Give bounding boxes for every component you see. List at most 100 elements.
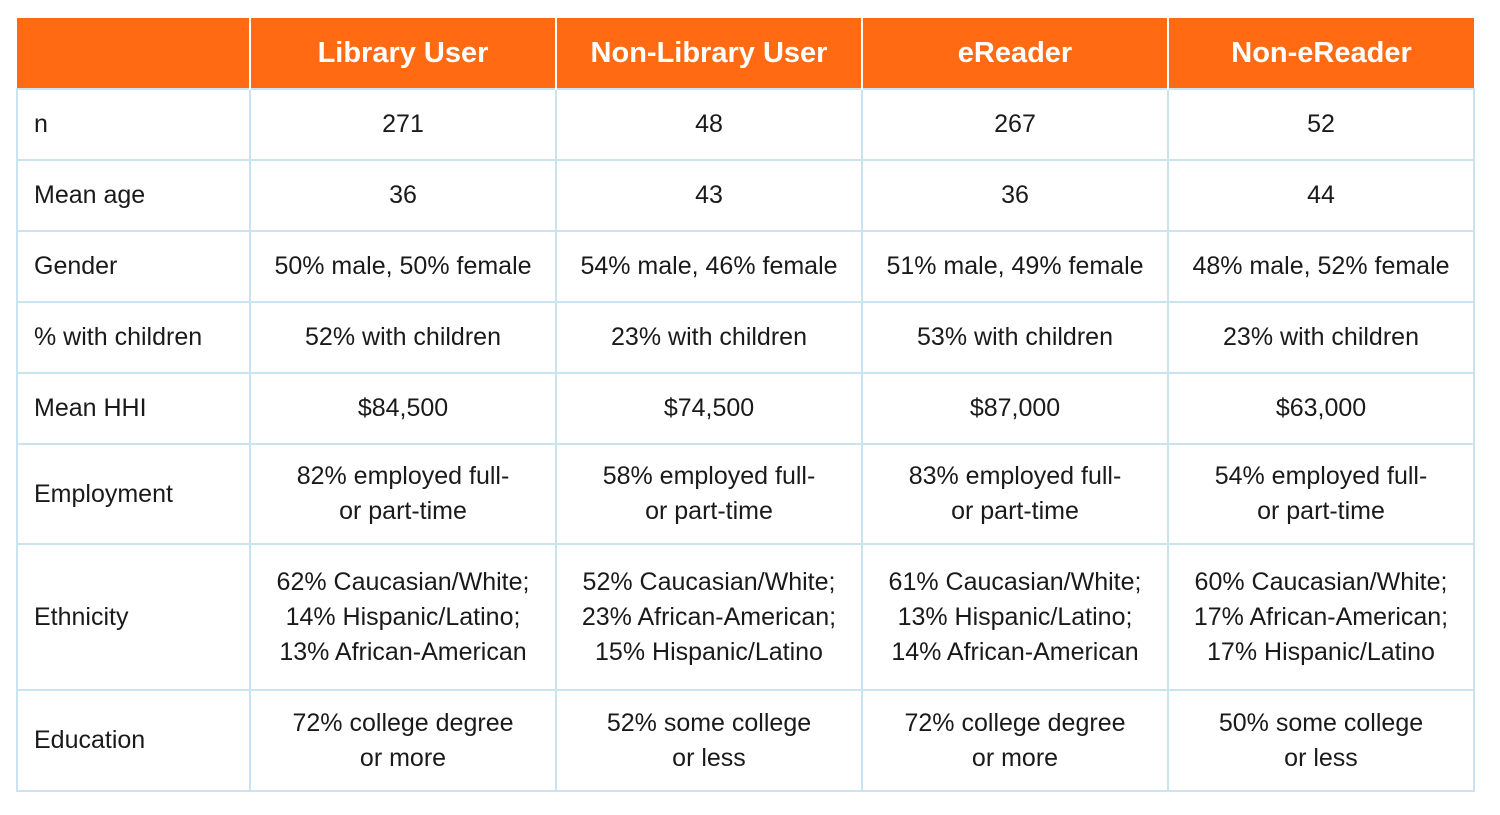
table-cell: 53% with children (861, 301, 1169, 374)
table-cell: 82% employed full- or part-time (249, 443, 557, 545)
row-label: Ethnicity (16, 543, 251, 691)
table-cell: 58% employed full- or part-time (555, 443, 863, 545)
table-cell: 61% Caucasian/White; 13% Hispanic/Latino… (861, 543, 1169, 691)
cell-line: 36 (389, 181, 417, 209)
table-cell: 52% some college or less (555, 689, 863, 792)
table-cell: 48 (555, 88, 863, 161)
cell-line: $74,500 (663, 394, 755, 422)
header-row: Library User Non-Library User eReader No… (17, 18, 1474, 89)
table-row-mean-age: Mean age 36 43 36 44 (16, 159, 1475, 232)
table-cell: $63,000 (1167, 372, 1475, 445)
table-cell: 36 (861, 159, 1169, 232)
cell-line: or more (971, 743, 1059, 772)
header-ereader: eReader (861, 18, 1169, 89)
cell-line: 14% African-American (891, 637, 1139, 666)
table-cell: 44 (1167, 159, 1475, 232)
cell-line: 52% Caucasian/White; (582, 567, 836, 596)
header-library-user: Library User (249, 18, 557, 89)
table-row-employment: Employment 82% employed full- or part-ti… (16, 443, 1475, 545)
table-cell: $74,500 (555, 372, 863, 445)
table-cell: 72% college degree or more (861, 689, 1169, 792)
cell-line: 13% African-American (279, 637, 527, 666)
table-row-with-children: % with children 52% with children 23% wi… (16, 301, 1475, 374)
cell-line: 72% college degree (292, 708, 514, 737)
cell-line: 51% male, 49% female (886, 252, 1144, 280)
cell-line: 60% Caucasian/White; (1194, 567, 1448, 596)
cell-line: $87,000 (969, 394, 1061, 422)
cell-line: 61% Caucasian/White; (888, 567, 1142, 596)
cell-line: 62% Caucasian/White; (276, 567, 530, 596)
cell-line: 52 (1307, 110, 1335, 138)
cell-line: 43 (695, 181, 723, 209)
table-cell: 52% with children (249, 301, 557, 374)
cell-line: 58% employed full- (602, 462, 816, 490)
cell-line: 36 (1001, 181, 1029, 209)
cell-line: 23% African-American; (581, 602, 837, 631)
cell-line: or part-time (645, 497, 773, 525)
table-cell: 23% with children (1167, 301, 1475, 374)
header-corner (17, 18, 251, 89)
row-label: Mean HHI (16, 372, 251, 445)
table-cell: 48% male, 52% female (1167, 230, 1475, 303)
cell-line: 271 (382, 110, 424, 138)
cell-line: or less (672, 743, 746, 772)
row-label: Gender (16, 230, 251, 303)
table-cell: 83% employed full- or part-time (861, 443, 1169, 545)
cell-line: or less (1284, 743, 1358, 772)
table-cell: 62% Caucasian/White; 14% Hispanic/Latino… (249, 543, 557, 691)
row-label: Mean age (16, 159, 251, 232)
cell-line: 50% some college (1218, 708, 1424, 737)
cell-line: 14% Hispanic/Latino; (285, 602, 521, 631)
cell-line: 23% with children (1223, 323, 1419, 351)
cell-line: 50% male, 50% female (274, 252, 532, 280)
table-cell: 36 (249, 159, 557, 232)
table-cell: 50% some college or less (1167, 689, 1475, 792)
table-cell: 72% college degree or more (249, 689, 557, 792)
cell-line: 267 (994, 110, 1036, 138)
cell-line: 23% with children (611, 323, 807, 351)
cell-line: 52% with children (305, 323, 501, 351)
cell-line: 17% African-American; (1193, 602, 1449, 631)
demographics-table-container: Library User Non-Library User eReader No… (16, 18, 1475, 792)
table-cell: 60% Caucasian/White; 17% African-America… (1167, 543, 1475, 691)
table-cell: 54% male, 46% female (555, 230, 863, 303)
row-label: % with children (16, 301, 251, 374)
cell-line: 15% Hispanic/Latino (595, 637, 823, 666)
table-row-n: n 271 48 267 52 (16, 88, 1475, 161)
cell-line: 53% with children (917, 323, 1113, 351)
row-label: n (16, 88, 251, 161)
table-cell: 271 (249, 88, 557, 161)
cell-line: 13% Hispanic/Latino; (897, 602, 1133, 631)
cell-line: or part-time (1257, 497, 1385, 525)
cell-line: 83% employed full- (908, 462, 1122, 490)
table-cell: 52% Caucasian/White; 23% African-America… (555, 543, 863, 691)
cell-line: 72% college degree (904, 708, 1126, 737)
table-row-ethnicity: Ethnicity 62% Caucasian/White; 14% Hispa… (16, 543, 1475, 691)
cell-line: 82% employed full- (296, 462, 510, 490)
table-cell: $87,000 (861, 372, 1169, 445)
table-cell: 54% employed full- or part-time (1167, 443, 1475, 545)
table-cell: 52 (1167, 88, 1475, 161)
table-row-gender: Gender 50% male, 50% female 54% male, 46… (16, 230, 1475, 303)
header-non-library-user: Non-Library User (555, 18, 863, 89)
cell-line: 48% male, 52% female (1192, 252, 1450, 280)
row-label: Employment (16, 443, 251, 545)
table-cell: 267 (861, 88, 1169, 161)
row-label: Education (16, 689, 251, 792)
table-cell: 23% with children (555, 301, 863, 374)
cell-line: 54% male, 46% female (580, 252, 838, 280)
cell-line: 52% some college (606, 708, 812, 737)
cell-line: or part-time (951, 497, 1079, 525)
cell-line: 17% Hispanic/Latino (1207, 637, 1435, 666)
table-cell: 50% male, 50% female (249, 230, 557, 303)
table-cell: 43 (555, 159, 863, 232)
table-cell: 51% male, 49% female (861, 230, 1169, 303)
cell-line: 48 (695, 110, 723, 138)
cell-line: $63,000 (1275, 394, 1367, 422)
cell-line: 54% employed full- (1214, 462, 1428, 490)
cell-line: or part-time (339, 497, 467, 525)
table-row-mean-hhi: Mean HHI $84,500 $74,500 $87,000 $63,000 (16, 372, 1475, 445)
cell-line: 44 (1307, 181, 1335, 209)
table-row-education: Education 72% college degree or more 52%… (16, 689, 1475, 792)
header-non-ereader: Non-eReader (1167, 18, 1474, 89)
